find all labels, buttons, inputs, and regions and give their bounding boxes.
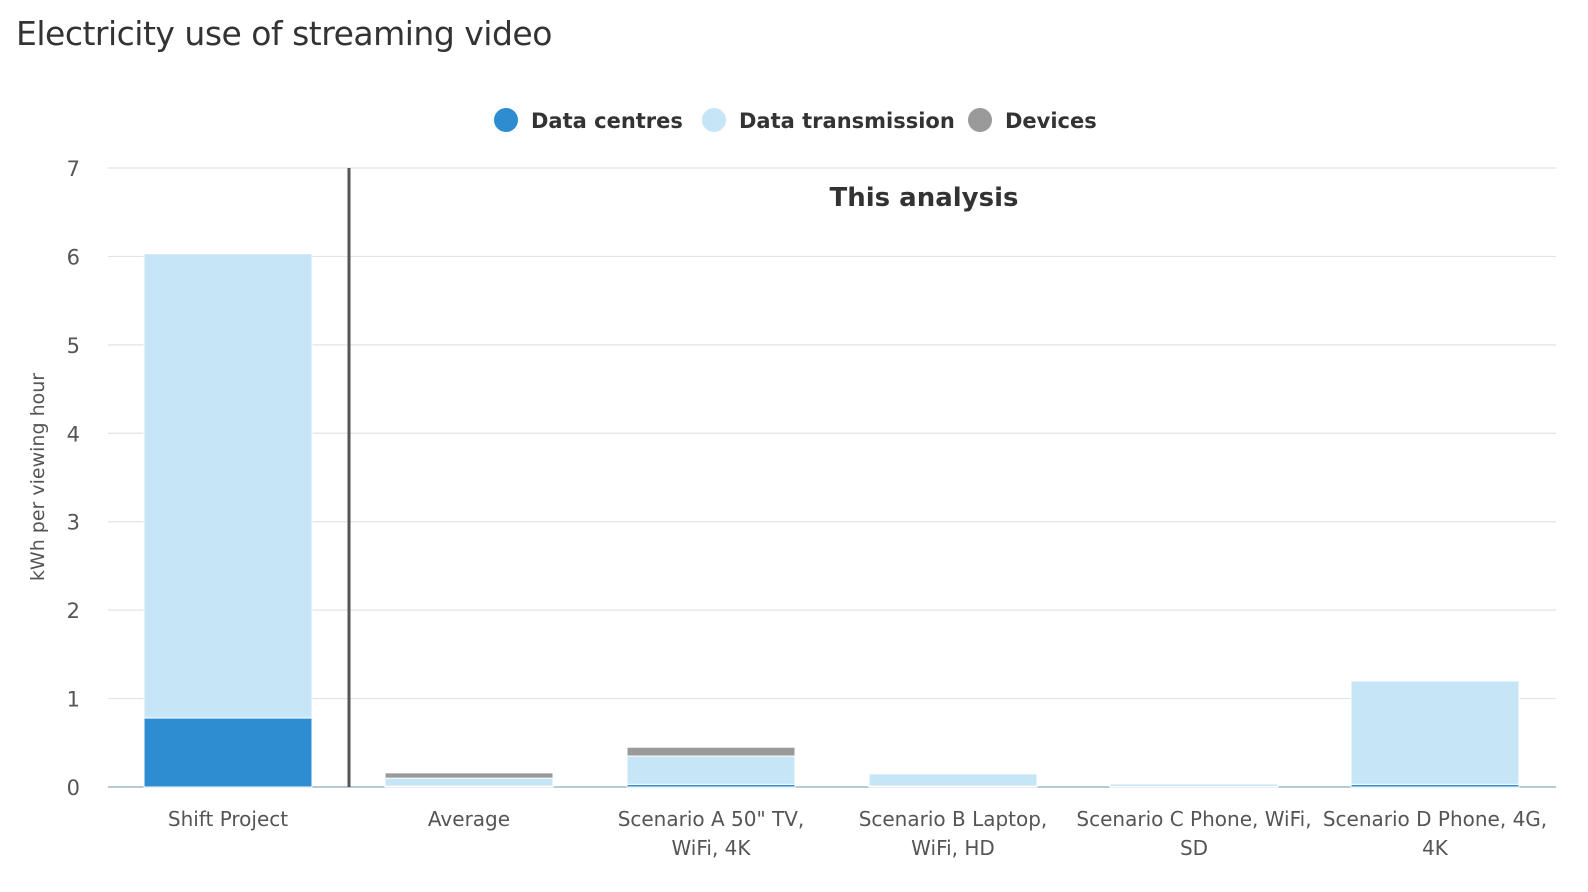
legend: Data centres Data transmission Devices <box>494 108 1097 133</box>
y-tick-label: 1 <box>67 688 80 712</box>
y-tick-label: 4 <box>67 422 80 446</box>
bar-segment <box>868 773 1038 787</box>
bar-segment <box>384 777 554 787</box>
y-tick-label: 6 <box>67 245 80 269</box>
y-axis-ticks: 0 1 2 3 4 5 6 7 <box>67 157 80 800</box>
y-tick-label: 7 <box>67 157 80 181</box>
legend-item[interactable]: Devices <box>968 108 1097 133</box>
y-tick-label: 3 <box>67 511 80 535</box>
x-category-label: Scenario B Laptop, WiFi, HD <box>859 807 1048 860</box>
x-category-label: Average <box>428 807 510 831</box>
bar-segment <box>626 755 796 785</box>
legend-item[interactable]: Data transmission <box>702 108 955 133</box>
y-tick-label: 0 <box>67 776 80 800</box>
legend-label: Devices <box>1005 109 1097 133</box>
legend-marker <box>968 108 992 132</box>
chart-title: Electricity use of streaming video <box>16 14 552 53</box>
bar-segment <box>384 772 554 779</box>
x-category-label: Scenario C Phone, WiFi, SD <box>1076 807 1311 860</box>
legend-item[interactable]: Data centres <box>494 108 683 133</box>
legend-label: Data transmission <box>739 109 955 133</box>
bar-segment <box>143 253 313 719</box>
legend-marker <box>494 108 518 132</box>
bar-segment <box>626 746 796 757</box>
x-category-label: Shift Project <box>168 807 288 831</box>
bar-segment <box>143 717 313 788</box>
legend-label: Data centres <box>531 109 683 133</box>
x-category-label: Scenario D Phone, 4G, 4K <box>1323 807 1547 860</box>
y-axis-title: kWh per viewing hour <box>27 373 49 581</box>
annotation-this-analysis: This analysis <box>829 183 1018 213</box>
legend-marker <box>702 108 726 132</box>
x-category-label: Scenario A 50" TV, WiFi, 4K <box>618 807 805 860</box>
y-tick-label: 5 <box>67 334 80 358</box>
bar-segment <box>1350 680 1520 785</box>
bars <box>143 253 1520 788</box>
gridlines <box>108 167 1556 788</box>
y-tick-label: 2 <box>67 599 80 623</box>
x-axis-labels: Shift Project Average Scenario A 50" TV, Wi… <box>168 807 1547 860</box>
